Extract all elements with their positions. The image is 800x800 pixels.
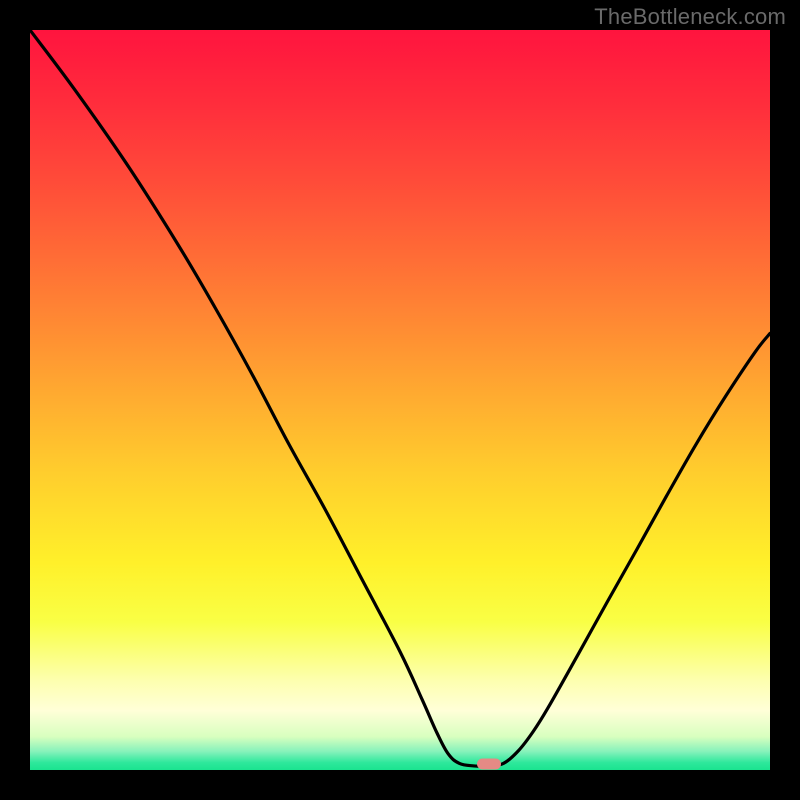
watermark-text: TheBottleneck.com	[594, 4, 786, 30]
bottleneck-curve	[30, 30, 770, 770]
optimal-point-marker	[477, 759, 501, 770]
chart-frame: TheBottleneck.com	[0, 0, 800, 800]
plot-area	[30, 30, 770, 770]
